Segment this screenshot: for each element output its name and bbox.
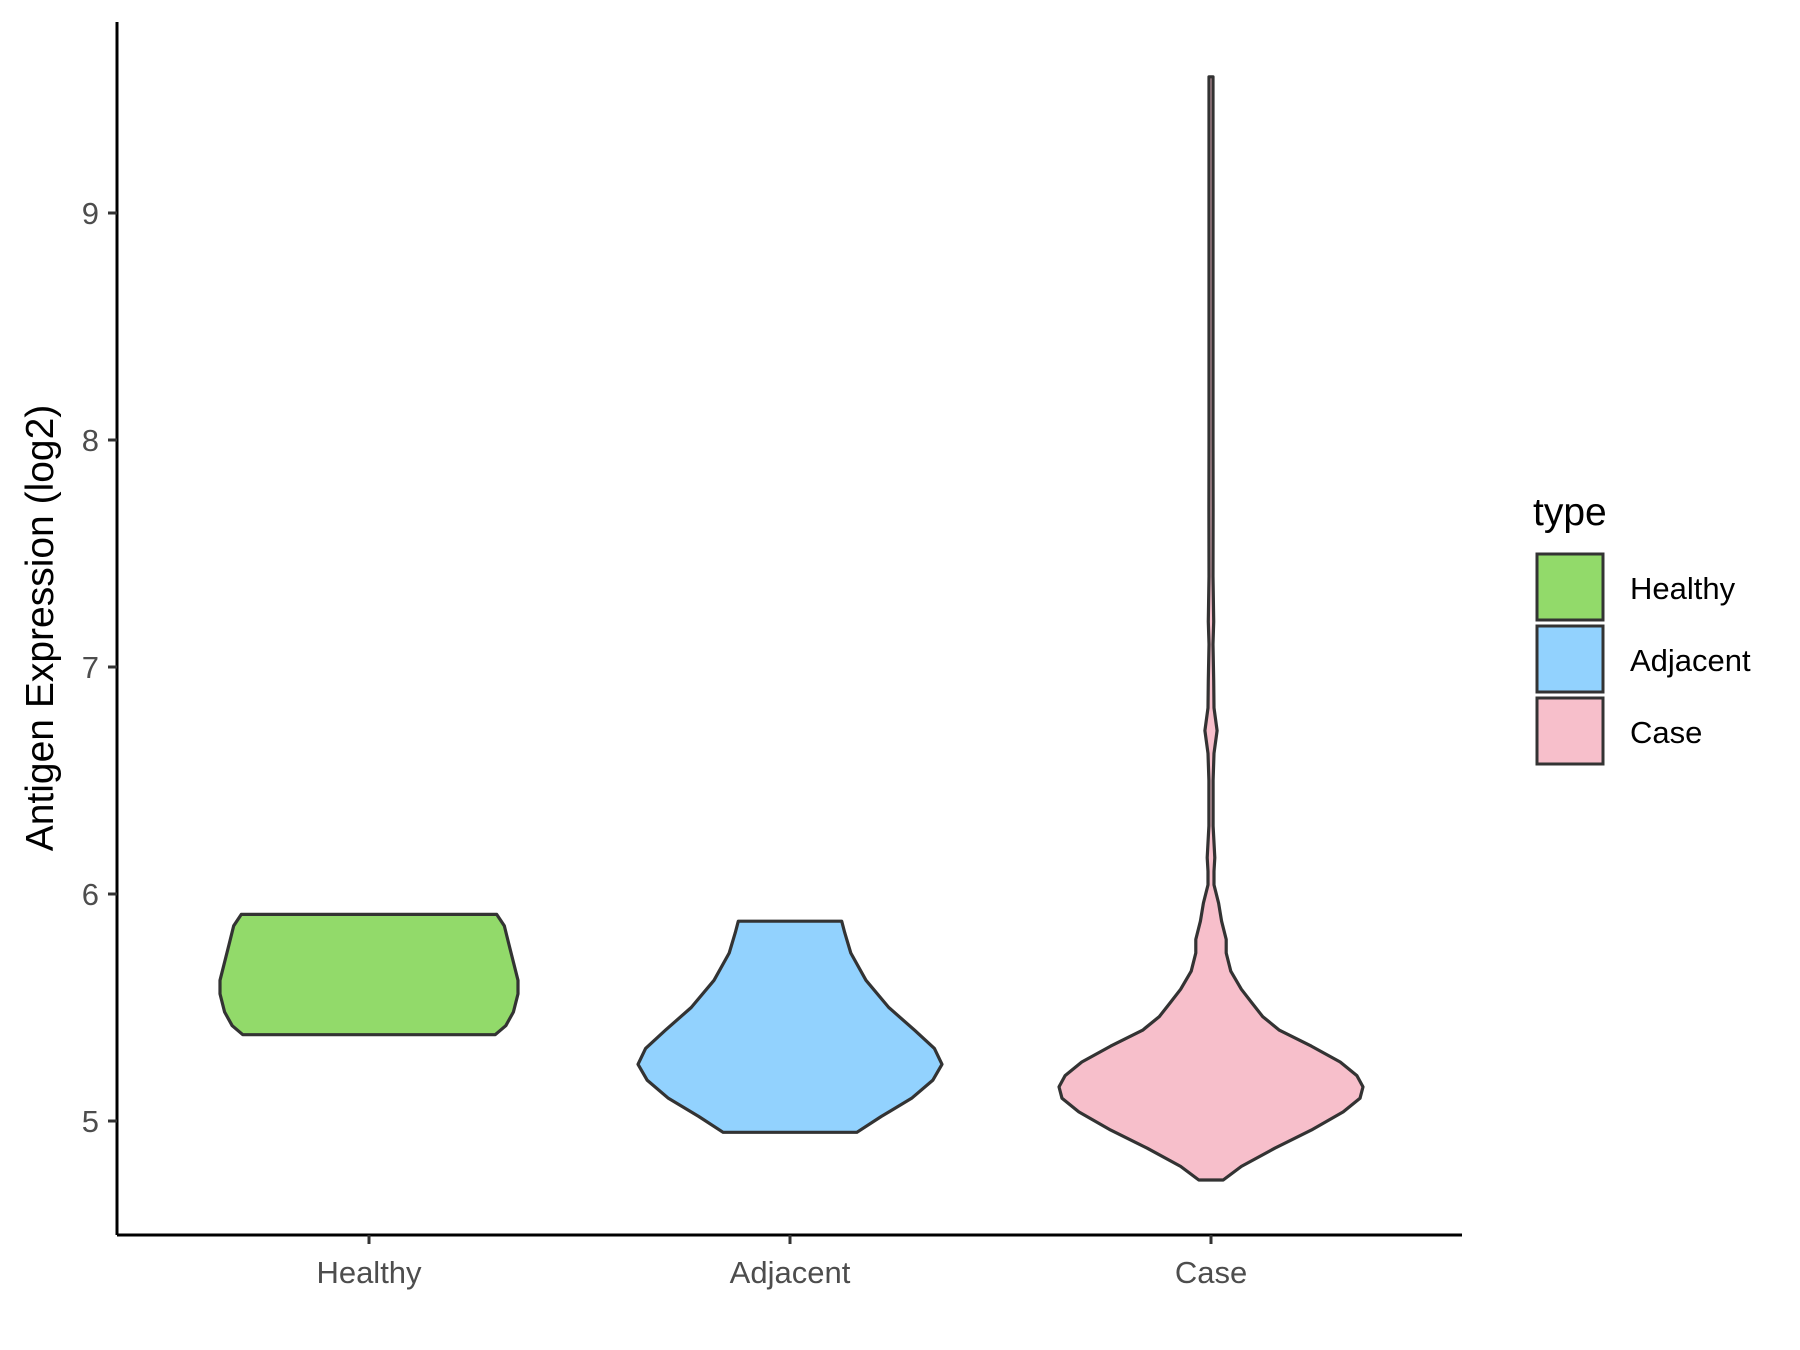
y-tick-label: 5 [82, 1104, 99, 1139]
legend-label-healthy: Healthy [1630, 571, 1736, 606]
legend-label-adjacent: Adjacent [1630, 643, 1751, 678]
violin-layer [218, 75, 1365, 1182]
x-tick-label: Adjacent [730, 1255, 851, 1290]
y-tick-label: 6 [82, 877, 99, 912]
axes: 5 6 7 8 9 Healthy Adjacent Case Antigen Expressi… [19, 22, 1462, 1290]
legend: type Healthy Adjacent Case [1533, 491, 1751, 766]
x-tick-label: Healthy [316, 1255, 422, 1290]
legend-key-healthy [1535, 552, 1605, 622]
violin-healthy [218, 912, 520, 1037]
x-tick-label: Case [1175, 1255, 1247, 1290]
y-tick-label: 9 [82, 196, 99, 231]
legend-key-case [1535, 696, 1605, 766]
violin-case [1057, 75, 1365, 1182]
violin-adjacent [636, 919, 944, 1134]
y-axis-title: Antigen Expression (log2) [19, 405, 62, 852]
y-tick-label: 8 [82, 423, 99, 458]
legend-key-adjacent [1535, 624, 1605, 694]
y-tick-label: 7 [82, 650, 99, 685]
legend-title: type [1533, 491, 1607, 534]
legend-label-case: Case [1630, 715, 1702, 750]
